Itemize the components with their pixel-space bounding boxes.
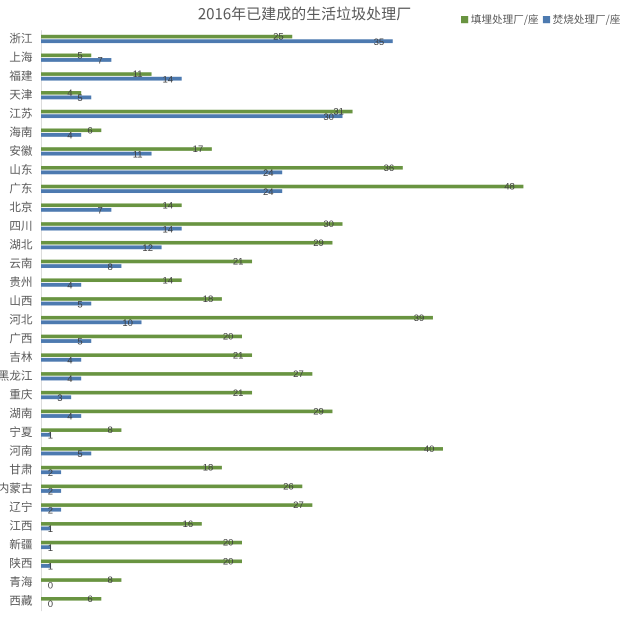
- svg-text:16: 16: [183, 519, 194, 530]
- svg-text:4: 4: [67, 374, 72, 385]
- svg-text:36: 36: [384, 163, 395, 174]
- svg-text:4: 4: [67, 88, 72, 99]
- svg-text:1: 1: [48, 524, 53, 535]
- svg-text:29: 29: [313, 238, 324, 249]
- svg-text:2: 2: [48, 468, 53, 479]
- svg-text:31: 31: [333, 107, 344, 118]
- svg-text:27: 27: [293, 500, 304, 511]
- svg-text:30: 30: [323, 112, 334, 123]
- svg-text:14: 14: [163, 224, 174, 235]
- svg-text:4: 4: [67, 131, 72, 142]
- svg-text:5: 5: [77, 50, 82, 61]
- svg-text:11: 11: [133, 149, 143, 160]
- svg-text:12: 12: [142, 243, 153, 254]
- svg-text:17: 17: [193, 144, 204, 155]
- svg-text:3: 3: [57, 393, 62, 404]
- svg-text:5: 5: [77, 449, 82, 460]
- svg-text:14: 14: [163, 74, 174, 85]
- svg-text:48: 48: [504, 182, 515, 193]
- svg-text:14: 14: [163, 200, 174, 211]
- svg-text:18: 18: [203, 294, 214, 305]
- svg-text:4: 4: [67, 412, 72, 423]
- svg-text:7: 7: [97, 56, 102, 67]
- svg-text:14: 14: [163, 275, 174, 286]
- svg-text:35: 35: [374, 37, 385, 48]
- svg-text:1: 1: [48, 430, 53, 441]
- svg-text:5: 5: [77, 93, 82, 104]
- svg-text:5: 5: [77, 337, 82, 348]
- svg-text:6: 6: [87, 125, 92, 136]
- svg-text:20: 20: [223, 332, 234, 343]
- svg-text:39: 39: [414, 313, 425, 324]
- svg-text:1: 1: [48, 543, 53, 554]
- svg-text:0: 0: [48, 580, 53, 591]
- svg-text:2: 2: [48, 505, 53, 516]
- svg-text:21: 21: [233, 257, 244, 268]
- svg-text:7: 7: [97, 206, 102, 217]
- svg-text:21: 21: [233, 388, 244, 399]
- svg-text:4: 4: [67, 281, 72, 292]
- svg-text:0: 0: [48, 599, 53, 610]
- svg-text:29: 29: [313, 407, 324, 418]
- svg-text:40: 40: [424, 444, 435, 455]
- svg-text:6: 6: [87, 594, 92, 605]
- svg-text:20: 20: [223, 538, 234, 549]
- svg-text:8: 8: [108, 262, 113, 273]
- svg-text:2: 2: [48, 487, 53, 498]
- svg-text:11: 11: [133, 69, 143, 80]
- svg-text:20: 20: [223, 556, 234, 567]
- svg-text:26: 26: [283, 481, 294, 492]
- svg-text:5: 5: [77, 299, 82, 310]
- svg-text:8: 8: [108, 575, 113, 586]
- svg-text:25: 25: [273, 32, 284, 43]
- svg-text:21: 21: [233, 350, 244, 361]
- svg-text:27: 27: [293, 369, 304, 380]
- svg-text:4: 4: [67, 355, 72, 366]
- svg-text:24: 24: [263, 187, 274, 198]
- svg-text:30: 30: [323, 219, 334, 230]
- svg-text:8: 8: [108, 425, 113, 436]
- svg-text:18: 18: [203, 463, 214, 474]
- svg-text:1: 1: [48, 562, 53, 573]
- svg-text:24: 24: [263, 168, 274, 179]
- svg-text:10: 10: [122, 318, 133, 329]
